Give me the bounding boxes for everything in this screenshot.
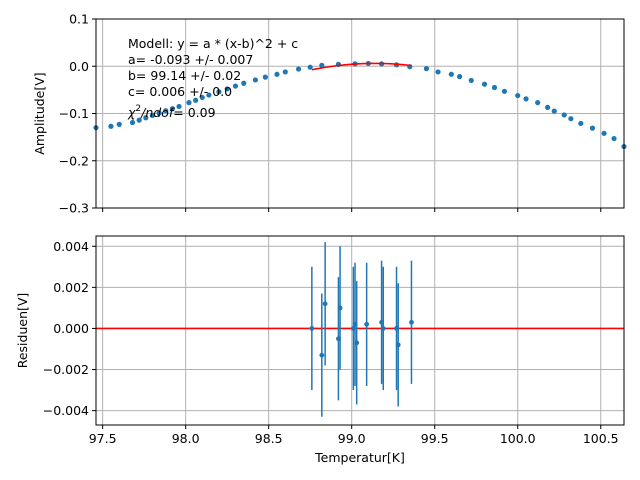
- top-data-point: [216, 89, 222, 95]
- top-data-point: [568, 116, 574, 122]
- top-data-point: [545, 104, 551, 110]
- top-data-point: [501, 88, 508, 94]
- bottom-y-tick-label: −0.002: [43, 362, 89, 377]
- top-data-point: [274, 71, 280, 77]
- residual-point: [380, 326, 386, 331]
- top-data-point: [423, 66, 430, 72]
- top-data-point: [199, 94, 205, 101]
- bottom-x-tick-label: 99.0: [338, 431, 366, 446]
- top-data-point: [481, 81, 488, 87]
- bottom-x-axis-label: Temperatur[K]: [314, 450, 405, 465]
- top-y-tick-labels: 0.1 0.0 −0.1 −0.2 −0.3: [59, 12, 89, 216]
- annotation-line-4: c= 0.006 +/- 0.0: [128, 84, 232, 99]
- top-y-tick-label: 0.1: [69, 12, 89, 27]
- top-data-point: [163, 108, 169, 114]
- top-data-point: [232, 83, 239, 89]
- chi-value: = 0.09: [173, 105, 215, 120]
- bottom-x-tick-label: 99.5: [421, 431, 449, 446]
- top-data-point: [156, 110, 162, 116]
- bottom-y-tick-label: 0.004: [53, 239, 89, 254]
- top-data-point: [578, 120, 584, 127]
- top-data-point: [129, 119, 136, 126]
- residual-point: [309, 326, 315, 331]
- top-data-point: [224, 86, 230, 92]
- bottom-x-tick-labels: 97.5 98.0 98.5 99.0 99.5 100.0 100.5: [89, 431, 619, 446]
- bottom-x-tick-label: 100.5: [583, 431, 619, 446]
- top-data-point: [116, 121, 122, 127]
- top-data-point: [523, 96, 529, 102]
- top-data-point: [535, 100, 541, 106]
- top-data-point: [457, 74, 463, 80]
- chi-symbol: χ: [127, 105, 136, 120]
- bottom-y-tick-labels: 0.004 0.002 0.000 −0.002 −0.004: [43, 239, 89, 418]
- bottom-y-tick-label: 0.002: [53, 280, 89, 295]
- top-y-tick-label: 0.0: [69, 59, 89, 74]
- top-data-point: [435, 69, 441, 75]
- top-data-point: [468, 77, 474, 84]
- top-data-point: [149, 112, 156, 118]
- fit-curve-line: [311, 62, 412, 71]
- bottom-x-tick-label: 100.0: [500, 431, 536, 446]
- top-data-point: [186, 100, 192, 106]
- bottom-panel: 0.004 0.002 0.000 −0.002 −0.004 97.5 98.0 98.5…: [15, 235, 625, 465]
- bottom-x-tick-label: 98.5: [255, 431, 283, 446]
- top-data-point: [448, 71, 454, 77]
- residual-point: [322, 301, 328, 307]
- top-data-point: [307, 64, 313, 70]
- annotation-line-1: Modell: y = a * (x-b)^2 + c: [128, 36, 298, 51]
- top-data-point: [589, 125, 596, 131]
- annotation-line-2: a= -0.093 +/- 0.007: [128, 52, 253, 67]
- bottom-y-tick-label: 0.000: [53, 321, 89, 336]
- top-data-point: [611, 135, 617, 142]
- chi-superscript: 2: [135, 104, 141, 114]
- bottom-y-tick-label: −0.004: [43, 403, 89, 418]
- residual-point: [395, 342, 401, 348]
- top-data-point: [176, 103, 182, 110]
- top-data-point: [262, 74, 268, 80]
- residual-point: [319, 352, 325, 358]
- top-y-tick-label: −0.3: [59, 201, 89, 216]
- chi-ndof: /ndof: [140, 105, 175, 120]
- residual-point: [409, 319, 414, 325]
- bottom-axes-frame: [95, 235, 625, 426]
- top-data-point: [601, 130, 607, 136]
- top-data-point: [206, 92, 212, 98]
- top-data-point: [108, 123, 114, 129]
- residual-point: [354, 340, 360, 346]
- top-data-point: [143, 115, 149, 121]
- top-data-point: [515, 92, 521, 99]
- top-data-point: [193, 97, 199, 103]
- residual-point: [364, 321, 370, 327]
- top-data-point: [561, 112, 567, 118]
- top-data-point: [252, 77, 258, 83]
- top-data-point: [319, 62, 325, 68]
- top-data-point: [551, 108, 557, 114]
- top-y-tick-label: −0.1: [59, 106, 89, 121]
- top-data-point: [169, 106, 175, 112]
- top-data-point: [241, 80, 247, 86]
- annotation-chi-line: χ2/ndof= 0.09: [127, 104, 216, 120]
- top-fit-curve: [311, 62, 412, 71]
- bottom-x-tick-label: 98.0: [172, 431, 200, 446]
- bottom-tick-marks: [92, 245, 602, 429]
- annotation-line-3: b= 99.14 +/- 0.02: [128, 68, 241, 83]
- top-y-tick-label: −0.2: [59, 153, 89, 168]
- residual-point: [337, 305, 343, 311]
- top-data-point: [282, 69, 288, 75]
- top-data-point: [295, 66, 302, 72]
- bottom-residual-points: [309, 242, 414, 417]
- top-y-axis-label: Amplitude[V]: [32, 72, 47, 154]
- top-data-point: [136, 117, 142, 123]
- bottom-y-axis-label: Residuen[V]: [15, 293, 30, 369]
- top-data-point: [491, 84, 498, 91]
- bottom-x-tick-label: 97.5: [89, 431, 117, 446]
- top-panel: 0.1 0.0 −0.1 −0.2 −0.3 Amplitude[V] Modell: …: [32, 12, 627, 216]
- top-tick-marks: [92, 18, 602, 212]
- model-annotation: Modell: y = a * (x-b)^2 + c a= -0.093 +/…: [127, 36, 298, 120]
